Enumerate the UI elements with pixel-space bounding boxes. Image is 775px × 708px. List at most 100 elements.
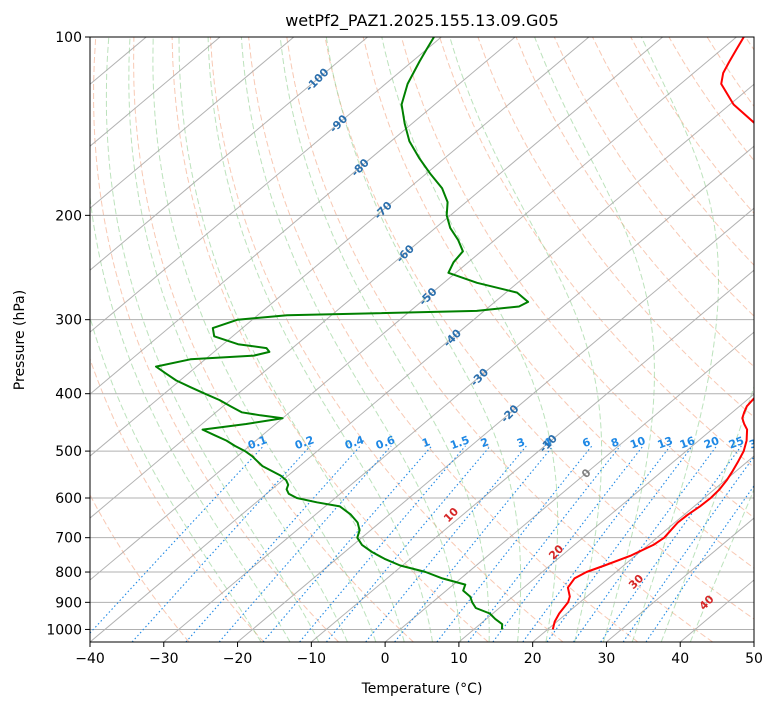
isotherm-label: -80 — [349, 156, 372, 179]
y-tick-label: 800 — [55, 565, 82, 581]
isotherms — [90, 37, 754, 642]
moist-adiabat-label: 20 — [546, 542, 566, 562]
dry-adiabat-line — [248, 37, 639, 642]
isotherm-line — [384, 331, 754, 642]
dry-adiabat-line — [362, 37, 754, 569]
y-tick-label: 700 — [55, 531, 82, 547]
dry-adiabat-line — [400, 37, 754, 519]
mixing-ratio-line — [90, 445, 265, 634]
mixing-ratio-label: 0.4 — [343, 433, 366, 452]
chart-title: wetPf2_PAZ1.2025.155.13.09.G05 — [285, 11, 559, 31]
y-tick-label: 200 — [55, 208, 82, 224]
isotherm-line — [237, 207, 754, 642]
temperature-profile-line — [551, 37, 754, 630]
x-axis-title: Temperature (°C) — [361, 681, 483, 697]
mixing-ratio-line — [218, 445, 392, 642]
mixing-ratio-lines — [90, 445, 754, 642]
y-axis-title: Pressure (hPa) — [12, 290, 28, 390]
mixing-ratio-line — [436, 445, 593, 642]
isotherm-line — [753, 641, 754, 642]
pressure-gridlines — [90, 37, 754, 630]
dry-adiabat-line — [324, 37, 754, 620]
y-tick-label: 100 — [55, 30, 82, 46]
isotherm-label: -20 — [498, 402, 521, 425]
mixing-ratio-line — [467, 445, 621, 642]
isotherm-line — [90, 37, 664, 519]
dry-adiabat-line — [553, 37, 754, 317]
isotherm-label: -100 — [303, 65, 332, 94]
moist-adiabats — [90, 37, 754, 642]
isotherm-line — [90, 37, 221, 147]
y-tick-label: 400 — [55, 387, 82, 403]
mixing-ratio-line — [645, 484, 754, 642]
y-tick-label: 900 — [55, 595, 82, 611]
mixing-ratio-line — [131, 445, 311, 642]
moist-adiabat-line — [240, 37, 462, 642]
moist-adiabat-label: 40 — [697, 592, 717, 612]
mixing-ratio-label: 1 — [420, 435, 432, 450]
mixing-ratio-line — [622, 455, 754, 642]
moist-adiabat-line — [152, 37, 377, 642]
mixing-ratio-label: 1.5 — [448, 433, 471, 452]
mixing-ratio-line — [394, 445, 554, 642]
dewpoint-profile-line — [155, 37, 530, 630]
mixing-ratio-label: 0.2 — [293, 433, 316, 452]
mixing-ratio-line — [522, 445, 671, 642]
x-tick-label: 0 — [381, 651, 390, 667]
moist-adiabat-line — [660, 385, 754, 642]
isotherm-line — [90, 37, 368, 271]
isotherm-line — [90, 37, 516, 395]
moist-adiabat-label: 30 — [626, 572, 646, 592]
dry-adiabat-line — [209, 37, 564, 642]
dry-adiabat-line — [744, 37, 754, 51]
mixing-ratio-line — [573, 445, 718, 642]
mixing-ratio-label: 16 — [678, 434, 697, 452]
mixing-ratio-label: 20 — [702, 434, 721, 452]
moist-adiabat-line — [90, 193, 291, 642]
isotherm-line — [606, 517, 754, 642]
moist-adiabat-line — [207, 37, 433, 642]
mixing-ratio-label: 0.6 — [374, 433, 397, 452]
dry-adiabat-line — [93, 37, 339, 642]
dry-adiabat-line — [171, 37, 489, 642]
x-tick-label: 40 — [671, 651, 689, 667]
moist-adiabat-line — [689, 488, 754, 642]
isotherm-label: -30 — [468, 366, 491, 389]
dry-adiabat-line — [668, 37, 754, 162]
x-tick-label: −20 — [223, 651, 253, 667]
y-tick-label: 500 — [55, 444, 82, 460]
isotherm-label: -60 — [394, 242, 417, 265]
sounding-series — [155, 37, 754, 630]
mixing-ratio-label: 30 — [747, 434, 766, 452]
dry-adiabat-line — [90, 357, 265, 642]
mixing-ratio-label: 6 — [581, 435, 593, 450]
moist-adiabat-line — [279, 37, 490, 642]
isotherm-line — [90, 37, 442, 333]
dry-adiabat-line — [515, 37, 754, 368]
moist-adiabat-line — [128, 37, 348, 642]
x-tick-label: −30 — [149, 651, 179, 667]
chart-line-labels: 0.1 0.2 0.4 0.6 1 1.5 2 3 4 6 8 10 13 16 20 25 30 36-100-… — [246, 65, 775, 612]
isotherm-label: -90 — [327, 112, 350, 135]
mixing-ratio-line — [325, 445, 491, 642]
dry-adiabat-line — [706, 37, 754, 108]
mixing-ratio-label: 8 — [609, 435, 621, 450]
x-tick-label: 50 — [745, 651, 763, 667]
mixing-ratio-label: 36 — [768, 434, 775, 452]
isotherm-line — [679, 579, 754, 642]
isotherm-label: -50 — [416, 285, 439, 308]
moist-adiabat-line — [178, 37, 405, 642]
isotherm-line — [311, 269, 754, 642]
y-tick-label: 600 — [55, 491, 82, 507]
isotherm-label: -10 — [537, 432, 560, 455]
moist-adiabat-line — [631, 37, 719, 642]
axes: −40 −30 −20 −10 0 10 20 30 40 50 1000 900 800 700 600 5… — [46, 30, 763, 667]
mixing-ratio-label: 4 — [542, 435, 554, 450]
x-tick-label: 30 — [598, 651, 616, 667]
mixing-ratio-line — [299, 445, 466, 642]
dry-adiabat-line — [90, 493, 190, 642]
y-tick-label: 1000 — [46, 622, 82, 638]
moist-adiabat-line — [105, 37, 320, 642]
dry-adiabat-line — [477, 37, 754, 418]
